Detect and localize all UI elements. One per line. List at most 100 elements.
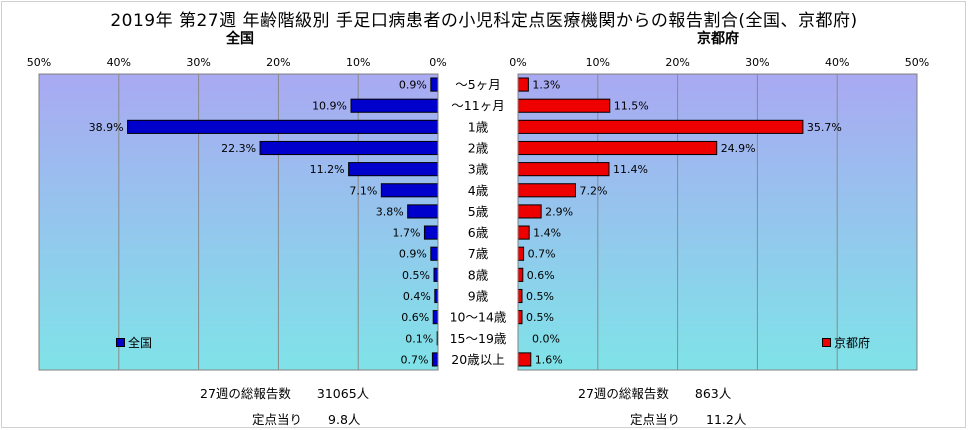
- category-label: 4歳: [468, 183, 489, 198]
- national-per-label: 定点当り: [252, 412, 303, 427]
- right-panel-title: 京都府: [697, 31, 739, 47]
- legend-kyoto: 京都府: [822, 334, 870, 351]
- right-tick-label: 0%: [509, 56, 526, 69]
- right-tick-label: 50%: [905, 56, 929, 69]
- category-label: 5歳: [468, 204, 489, 219]
- category-label: 9歳: [468, 289, 489, 304]
- national-data-label: 1.7%: [392, 227, 420, 240]
- right-tick-label: 10%: [586, 56, 610, 69]
- kyoto-data-label: 1.6%: [535, 353, 563, 366]
- category-label: 2歳: [468, 141, 489, 156]
- right-tick-label: 40%: [825, 56, 849, 69]
- kyoto-data-label: 0.6%: [527, 269, 555, 282]
- left-panel-title: 全国: [226, 31, 254, 47]
- national-data-label: 10.9%: [312, 100, 347, 113]
- category-label: 20歳以上: [451, 352, 504, 367]
- national-bar: [423, 225, 439, 240]
- right-tick-label: 20%: [665, 56, 689, 69]
- national-bar: [431, 352, 439, 367]
- national-data-label: 0.7%: [400, 353, 428, 366]
- kyoto-total-label: 27週の総報告数: [578, 386, 669, 401]
- kyoto-data-label: 11.4%: [613, 163, 648, 176]
- legend-national-label: 全国: [128, 336, 153, 350]
- national-data-label: 22.3%: [221, 142, 256, 155]
- chart-title: 2019年 第27週 年齢階級別 手足口病患者の小児科定点医療機関からの報告割合…: [110, 11, 858, 31]
- national-bar: [380, 183, 439, 198]
- national-total: 27週の総報告数 31065人: [200, 383, 369, 402]
- national-bar: [430, 77, 439, 92]
- national-bar: [432, 310, 439, 325]
- kyoto-per-label: 定点当り: [630, 412, 681, 427]
- left-plot-area: [38, 73, 439, 371]
- national-bar: [407, 204, 439, 219]
- national-data-label: 0.6%: [401, 311, 429, 324]
- kyoto-bar: [517, 204, 542, 219]
- kyoto-bar: [517, 288, 523, 304]
- legend-kyoto-label: 京都府: [834, 336, 871, 350]
- national-data-label: 0.5%: [402, 269, 430, 282]
- national-total-label: 27週の総報告数: [200, 386, 291, 401]
- category-label: 8歳: [468, 267, 489, 282]
- national-data-label: 0.1%: [405, 332, 433, 345]
- left-tick-label: 50%: [27, 56, 51, 69]
- legend-national-swatch: [116, 338, 125, 347]
- kyoto-data-label: 2.9%: [545, 205, 573, 218]
- left-tick-label: 10%: [346, 56, 370, 69]
- kyoto-per-value: 11.2人: [706, 412, 747, 427]
- national-data-label: 0.9%: [399, 79, 427, 92]
- kyoto-bar: [517, 140, 718, 156]
- legend-kyoto-swatch: [822, 338, 831, 347]
- national-data-label: 0.9%: [399, 248, 427, 261]
- national-data-label: 38.9%: [89, 121, 124, 134]
- left-tick-label: 30%: [186, 56, 210, 69]
- national-per-point: 定点当り 9.8人: [252, 409, 360, 428]
- kyoto-bar: [517, 310, 523, 325]
- national-bar: [348, 162, 439, 177]
- left-tick-label: 20%: [266, 56, 290, 69]
- legend-national: 全国: [116, 334, 152, 351]
- national-bar: [430, 246, 439, 261]
- kyoto-data-label: 0.5%: [526, 290, 554, 303]
- kyoto-data-label: 11.5%: [614, 100, 649, 113]
- national-bar: [259, 140, 439, 156]
- category-label: 1歳: [468, 119, 489, 134]
- national-data-label: 7.1%: [349, 184, 377, 197]
- kyoto-bar: [517, 352, 532, 367]
- kyoto-bar: [517, 77, 529, 92]
- kyoto-per-point: 定点当り 11.2人: [630, 409, 746, 428]
- kyoto-bar: [517, 119, 804, 134]
- category-label: 10～14歳: [450, 310, 507, 325]
- kyoto-data-label: 0.5%: [526, 311, 554, 324]
- category-label: 15～19歳: [450, 331, 507, 346]
- category-label: 6歳: [468, 225, 489, 240]
- national-bar: [433, 267, 439, 282]
- category-label: ～5ヶ月: [455, 77, 500, 92]
- kyoto-bar: [517, 98, 611, 113]
- national-data-label: 11.2%: [310, 163, 345, 176]
- national-bar: [127, 119, 439, 134]
- national-bar: [350, 98, 439, 113]
- right-tick-label: 30%: [745, 56, 769, 69]
- kyoto-total-value: 863人: [694, 386, 732, 401]
- kyoto-bar: [517, 225, 530, 240]
- kyoto-data-label: 1.4%: [533, 227, 561, 240]
- category-label: ～11ヶ月: [451, 98, 504, 113]
- kyoto-data-label: 1.3%: [532, 79, 560, 92]
- left-tick-label: 40%: [107, 56, 131, 69]
- kyoto-total: 27週の総報告数 863人: [578, 383, 731, 402]
- right-plot-area: [517, 73, 918, 371]
- kyoto-data-label: 0.7%: [528, 248, 556, 261]
- kyoto-bar: [517, 267, 524, 282]
- kyoto-data-label: 35.7%: [807, 121, 842, 134]
- national-total-value: 31065人: [316, 386, 370, 401]
- left-tick-label: 0%: [429, 56, 446, 69]
- category-label: 7歳: [468, 246, 489, 261]
- national-data-label: 3.8%: [376, 205, 404, 218]
- kyoto-bar: [517, 246, 525, 261]
- national-data-label: 0.4%: [403, 290, 431, 303]
- kyoto-data-label: 7.2%: [579, 184, 607, 197]
- kyoto-bar: [517, 183, 576, 198]
- kyoto-data-label: 24.9%: [721, 142, 756, 155]
